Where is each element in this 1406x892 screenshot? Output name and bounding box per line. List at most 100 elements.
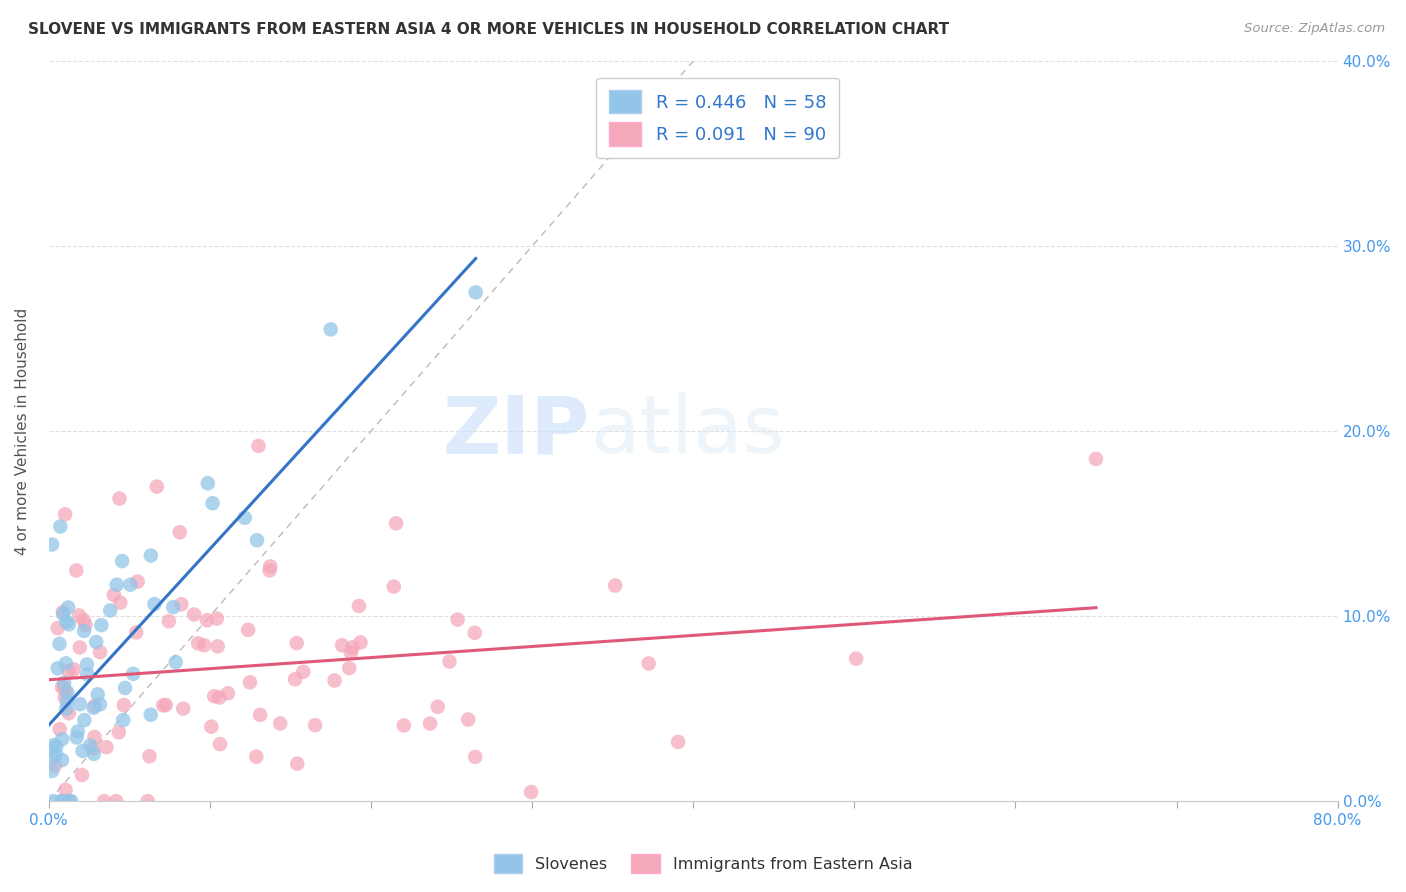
Point bbox=[55, 657, 77, 671]
Point bbox=[89, 698, 111, 712]
Point bbox=[446, 613, 468, 627]
Point bbox=[330, 638, 353, 652]
Point bbox=[125, 625, 148, 640]
Point bbox=[457, 713, 479, 727]
Point bbox=[183, 607, 205, 622]
Point bbox=[83, 747, 105, 761]
Point bbox=[464, 750, 486, 764]
Point bbox=[195, 613, 218, 627]
Point bbox=[65, 731, 87, 745]
Point bbox=[105, 794, 128, 808]
Point bbox=[45, 747, 67, 762]
Point bbox=[51, 680, 73, 694]
Point bbox=[55, 615, 77, 629]
Point bbox=[69, 640, 91, 655]
Point bbox=[520, 785, 543, 799]
Point bbox=[285, 756, 308, 771]
Point bbox=[72, 744, 94, 758]
Point bbox=[146, 480, 169, 494]
Point bbox=[342, 640, 364, 655]
Point bbox=[56, 685, 79, 699]
Point bbox=[201, 496, 224, 510]
Point bbox=[239, 675, 262, 690]
Text: atlas: atlas bbox=[591, 392, 785, 470]
Point bbox=[90, 618, 112, 632]
Point bbox=[60, 794, 83, 808]
Point bbox=[127, 574, 149, 589]
Point bbox=[136, 794, 159, 808]
Point bbox=[67, 608, 90, 623]
Point bbox=[51, 753, 73, 767]
Point bbox=[209, 737, 232, 751]
Point bbox=[112, 713, 135, 727]
Point bbox=[205, 611, 228, 625]
Point bbox=[111, 554, 134, 568]
Point bbox=[66, 724, 89, 739]
Point bbox=[75, 618, 97, 632]
Point bbox=[464, 285, 486, 300]
Point bbox=[187, 636, 209, 650]
Point bbox=[76, 657, 98, 672]
Point bbox=[58, 794, 80, 808]
Point bbox=[98, 603, 121, 617]
Point bbox=[233, 510, 256, 524]
Legend: R = 0.446   N = 58, R = 0.091   N = 90: R = 0.446 N = 58, R = 0.091 N = 90 bbox=[596, 78, 839, 158]
Point bbox=[138, 749, 160, 764]
Point bbox=[96, 740, 118, 755]
Point bbox=[52, 605, 75, 619]
Point bbox=[340, 646, 363, 660]
Point bbox=[165, 655, 187, 669]
Point bbox=[112, 698, 135, 712]
Point bbox=[58, 706, 80, 721]
Point bbox=[46, 621, 69, 635]
Point bbox=[58, 617, 80, 632]
Point bbox=[41, 537, 63, 551]
Point bbox=[62, 662, 84, 676]
Point bbox=[83, 730, 105, 744]
Point bbox=[42, 794, 65, 808]
Point bbox=[337, 661, 360, 675]
Y-axis label: 4 or more Vehicles in Household: 4 or more Vehicles in Household bbox=[15, 308, 30, 555]
Point bbox=[55, 684, 77, 698]
Point bbox=[93, 794, 115, 808]
Point bbox=[217, 686, 239, 700]
Point bbox=[84, 635, 107, 649]
Point bbox=[73, 713, 96, 727]
Point bbox=[193, 638, 215, 652]
Point bbox=[49, 519, 72, 533]
Point bbox=[120, 577, 142, 591]
Point bbox=[108, 491, 131, 506]
Point bbox=[139, 707, 162, 722]
Point bbox=[245, 749, 267, 764]
Point bbox=[152, 698, 174, 713]
Point bbox=[464, 625, 486, 640]
Point bbox=[157, 614, 180, 628]
Point bbox=[292, 665, 315, 679]
Point bbox=[382, 580, 405, 594]
Point bbox=[197, 476, 219, 491]
Point bbox=[419, 716, 441, 731]
Point bbox=[52, 607, 75, 621]
Point bbox=[53, 690, 76, 705]
Point bbox=[304, 718, 326, 732]
Point bbox=[73, 624, 96, 638]
Point bbox=[246, 533, 269, 548]
Point bbox=[72, 613, 94, 627]
Point bbox=[58, 664, 80, 678]
Point bbox=[637, 657, 659, 671]
Point bbox=[53, 508, 76, 522]
Point bbox=[114, 681, 136, 695]
Point bbox=[249, 707, 271, 722]
Point bbox=[58, 794, 80, 808]
Point bbox=[79, 739, 101, 753]
Point bbox=[202, 690, 225, 704]
Point bbox=[83, 698, 105, 713]
Point bbox=[44, 758, 66, 772]
Point bbox=[170, 597, 193, 611]
Point bbox=[666, 735, 689, 749]
Point bbox=[53, 675, 76, 690]
Text: SLOVENE VS IMMIGRANTS FROM EASTERN ASIA 4 OR MORE VEHICLES IN HOUSEHOLD CORRELAT: SLOVENE VS IMMIGRANTS FROM EASTERN ASIA … bbox=[28, 22, 949, 37]
Point bbox=[103, 588, 125, 602]
Point bbox=[42, 738, 65, 752]
Point bbox=[52, 794, 75, 808]
